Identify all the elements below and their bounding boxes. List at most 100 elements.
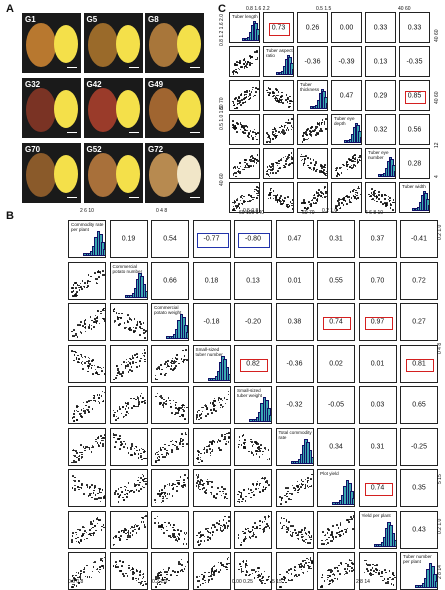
scatter-point (113, 543, 115, 546)
scatter-point (261, 453, 264, 456)
scatter-point (126, 538, 129, 541)
scatter-point (91, 444, 94, 447)
scatter-point (174, 444, 176, 447)
scatter-point (332, 525, 334, 527)
scatter-point (116, 316, 119, 319)
scatter-point (142, 397, 144, 400)
scatter-point (248, 536, 251, 538)
scatter-point (354, 165, 357, 167)
scatter-point (284, 197, 286, 199)
scatter-point (246, 129, 249, 132)
scatter-point (274, 99, 277, 101)
scatter-point (388, 570, 391, 572)
scatter-point (240, 104, 242, 107)
correlation-cell: 0.85 (399, 80, 430, 111)
scatter-point (220, 530, 223, 532)
scatter-point (273, 133, 275, 136)
scatter-point (179, 439, 182, 442)
scatter-point (89, 521, 92, 523)
scatter-point (248, 166, 250, 168)
scatter-point (274, 137, 277, 139)
scatter-point (87, 279, 90, 282)
scatter-point (301, 201, 304, 204)
scatter-point (174, 536, 176, 538)
scatter-point (252, 131, 254, 133)
scatter-point (199, 540, 202, 542)
scatter-point (173, 524, 175, 526)
scatter-point (118, 495, 121, 497)
scatter-point (99, 500, 102, 503)
cut-tuber-flesh (54, 90, 78, 128)
scatter-point (244, 495, 247, 498)
scatter-point (345, 163, 348, 165)
scatter-point (256, 58, 259, 61)
variable-name: Commercial potato weight (154, 305, 182, 315)
scatter-point (352, 190, 355, 192)
scatter-point (183, 538, 186, 541)
scatter-point (259, 575, 262, 577)
scatter-point (256, 447, 259, 450)
scatter-point (164, 400, 167, 403)
scatter-point (254, 135, 257, 138)
scatter-point (255, 449, 257, 452)
correlation-value: -0.18 (203, 318, 220, 326)
scatter-point (297, 491, 299, 494)
scatter-point (257, 190, 259, 192)
scatter-point (315, 202, 317, 204)
scatter-point (81, 453, 83, 456)
cut-tuber-flesh (54, 25, 78, 63)
scatter-point (259, 527, 261, 530)
scatter-point (116, 410, 119, 412)
scatter-point (241, 435, 244, 437)
scatter-point (154, 517, 156, 520)
scatter-point (249, 129, 252, 132)
scatter-point (290, 125, 293, 127)
scatter-point (256, 51, 258, 53)
scatter-point (277, 101, 280, 103)
scatter-point (323, 580, 326, 582)
scatter-point (103, 437, 105, 439)
scatter-point (183, 409, 185, 412)
scatter-point (126, 493, 129, 495)
scatter-point (234, 209, 236, 212)
scatter-point (312, 159, 315, 161)
scatter-point (103, 434, 105, 436)
scatter-point (238, 60, 241, 62)
scatter-point (336, 567, 339, 569)
scatter-point (169, 524, 172, 526)
scatter-point (91, 570, 94, 573)
scatter-point (249, 440, 252, 443)
scatter-cell (109, 303, 148, 341)
scatter-point (243, 489, 245, 491)
scale-bar (128, 66, 139, 68)
scatter-point (212, 523, 214, 526)
scatter-point (171, 532, 174, 535)
scatter-point (80, 286, 82, 289)
scatter-point (344, 568, 346, 570)
scatter-point (374, 189, 376, 192)
scatter-cell (109, 552, 148, 590)
scatter-point (262, 576, 264, 579)
scatter-point (115, 566, 117, 569)
scatter-point (340, 563, 343, 566)
scatter-point (133, 405, 135, 408)
scatter-point (131, 443, 133, 445)
scatter-point (83, 320, 86, 322)
scatter-point (306, 207, 309, 210)
scatter-point (80, 321, 82, 323)
scatter-point (96, 320, 98, 323)
scatter-point (339, 521, 342, 524)
scatter-point (78, 529, 81, 531)
scatter-point (178, 362, 180, 365)
scatter-point (175, 412, 177, 414)
scatter-point (250, 56, 252, 59)
scatter-point (129, 569, 132, 572)
scatter-point (238, 207, 241, 209)
scatter-point (84, 330, 87, 333)
scatter-point (346, 572, 348, 574)
scatter-cell (263, 114, 294, 145)
scatter-point (302, 480, 304, 483)
scatter-point (128, 564, 131, 567)
scatter-point (197, 484, 200, 486)
correlation-cell: -0.36 (275, 344, 314, 383)
